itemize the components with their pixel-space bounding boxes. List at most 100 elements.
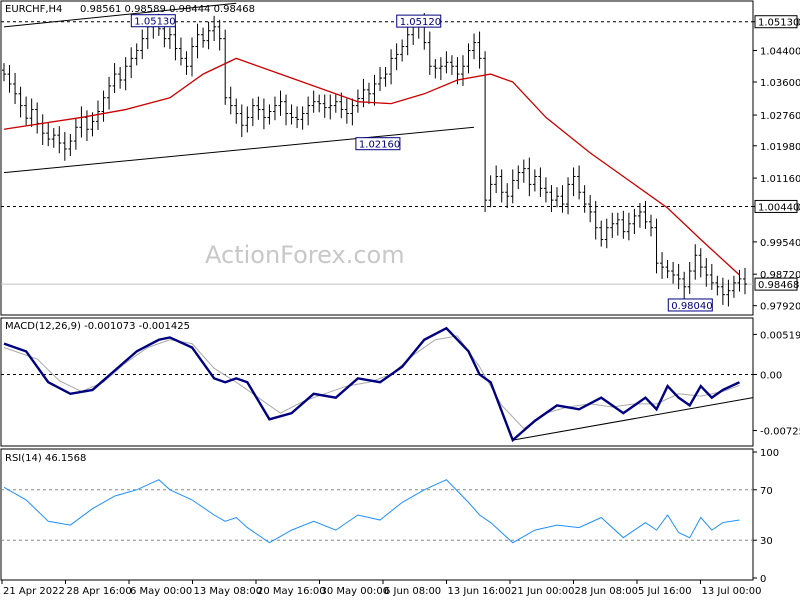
- price-bar: [610, 212, 615, 238]
- price-bar: [593, 200, 598, 240]
- rsi-title: RSI(14) 46.1568: [5, 453, 86, 464]
- price-bar: [173, 25, 178, 61]
- price-bar: [543, 177, 548, 203]
- price-bar: [250, 98, 255, 127]
- price-bar: [18, 86, 23, 118]
- price-bar: [123, 57, 128, 91]
- price-bar: [344, 98, 349, 124]
- price-bar: [654, 218, 659, 274]
- price-bar: [521, 159, 526, 183]
- price-bar: [682, 271, 687, 299]
- price-bar: [228, 86, 233, 115]
- price-bar: [300, 106, 305, 130]
- xtick-label: 6 May 00:00: [130, 586, 192, 597]
- axis-layer: 21 Apr 2022 28 Apr 16:006 May 00:00 13 May…: [1, 580, 761, 597]
- ytick-label: 30: [760, 536, 773, 547]
- xtick-label: 13 Jun 16:00: [448, 586, 512, 597]
- ytick-label: 0.00: [760, 371, 782, 382]
- price-bar: [389, 49, 394, 85]
- ohlc-values: 0.98561 0.98589 0.98444 0.98468: [80, 4, 255, 15]
- price-bar: [79, 106, 84, 138]
- price-bar: [62, 132, 67, 161]
- price-bar: [743, 267, 747, 295]
- price-bar: [372, 74, 377, 106]
- price-bar: [35, 102, 40, 134]
- price-bar: [626, 212, 631, 241]
- price-bar: [57, 126, 62, 154]
- annotation-label: 1.02160: [359, 140, 400, 151]
- annotation-label: 1.05120: [400, 17, 441, 28]
- price-bar: [477, 31, 482, 69]
- ytick-label: 1.02760: [760, 111, 800, 122]
- level-tag-label: 1.00440: [758, 202, 799, 213]
- annotation-box: [667, 298, 713, 312]
- macd-panel: [0, 317, 754, 447]
- price-bar: [350, 98, 355, 126]
- price-bar: [256, 96, 261, 120]
- price-bar: [195, 23, 200, 59]
- price-bar: [184, 51, 189, 75]
- price-bar: [201, 27, 206, 48]
- price-bar: [140, 29, 145, 60]
- level-tag-label: 1.05130: [758, 18, 799, 29]
- price-bar: [284, 94, 289, 126]
- price-bar: [704, 258, 709, 287]
- macd-title: MACD(12,26,9) -0.001073 -0.001425: [5, 321, 190, 332]
- price-bar: [51, 128, 56, 148]
- price-bar: [178, 37, 183, 66]
- ytick-label: 100: [760, 448, 779, 459]
- price-bar: [272, 96, 277, 121]
- price-bar: [289, 104, 294, 125]
- xtick-label: 20 May 16:00: [257, 586, 326, 597]
- price-bar: [7, 65, 12, 93]
- ytick-label: 0.99540: [760, 238, 800, 249]
- price-bar: [261, 98, 266, 130]
- ytick-label: 0.97920: [760, 302, 800, 313]
- price-bar: [328, 94, 333, 120]
- macd-trendline: [512, 397, 754, 441]
- macd-layer: 0.005196 0.00 -0.007259: [1, 326, 800, 443]
- price-bar: [311, 90, 316, 113]
- price-bar: [84, 110, 89, 142]
- price-bar: [361, 78, 366, 108]
- xtick-label: 13 May 08:00: [194, 586, 263, 597]
- rsi-line: [3, 479, 740, 544]
- price-bar: [494, 165, 499, 194]
- level-tag-box: [754, 15, 798, 29]
- price-bar: [118, 67, 123, 89]
- level-axis-tag: 1.00440: [754, 199, 799, 213]
- price-bar: [394, 43, 399, 71]
- price-bar: [40, 114, 45, 146]
- price-bar: [566, 177, 571, 215]
- trendline: [3, 2, 237, 28]
- ytick-label: 1.01980: [760, 142, 800, 153]
- price-bar: [621, 210, 626, 239]
- price-bar: [715, 275, 720, 296]
- price-bar: [405, 25, 410, 56]
- price-bar: [660, 252, 665, 279]
- price-bar: [577, 165, 582, 200]
- price-bar: [499, 169, 504, 203]
- current-price-label: 0.98468: [758, 280, 799, 291]
- annotation-box: [396, 14, 442, 28]
- price-bar: [2, 63, 6, 82]
- price-bar: [483, 51, 488, 212]
- ytick-label: 1.04400: [760, 46, 800, 57]
- ytick-label: 0: [760, 574, 766, 585]
- price-bar: [444, 51, 449, 74]
- price-bar: [676, 263, 681, 290]
- xtick-label: 5 Jul 16:00: [638, 586, 692, 597]
- rsi-panel: [0, 448, 754, 581]
- price-annotation: 1.05120: [396, 14, 442, 28]
- price-bar: [427, 31, 432, 75]
- price-bar: [378, 67, 383, 92]
- price-bar: [24, 96, 29, 126]
- price-bar: [46, 122, 51, 147]
- price-bar: [665, 260, 670, 279]
- ytick-label: 70: [760, 486, 773, 497]
- price-bar: [317, 94, 322, 113]
- price-bar: [167, 27, 172, 49]
- price-bar: [604, 218, 609, 249]
- annotation-label: 1.05130: [134, 17, 175, 28]
- price-bar: [212, 15, 217, 42]
